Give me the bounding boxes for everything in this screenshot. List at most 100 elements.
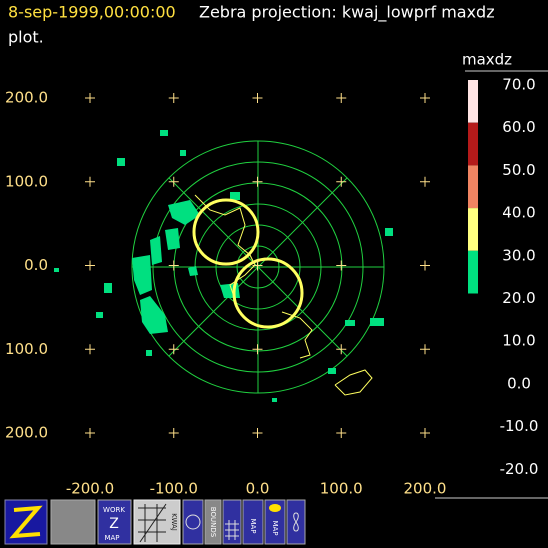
icon-label: WORK: [103, 506, 125, 514]
header-time: 8-sep-1999,00:00:00: [8, 3, 176, 22]
grid-cross: [420, 93, 430, 103]
x-tick-label: -100.0: [150, 480, 198, 498]
colorbar-label: 70.0: [502, 76, 535, 94]
header-title: Zebra projection: kwaj_lowprf maxdz: [199, 3, 495, 23]
y-tick-label: 200.0: [5, 424, 48, 442]
bounds-icon[interactable]: [204, 499, 222, 545]
echo: [117, 158, 125, 166]
toolbar: WORK Z MAP KWAJ BOUNDS MAP MAP: [4, 499, 306, 545]
echo: [140, 296, 168, 334]
colorbar-title: maxdz: [462, 51, 512, 69]
echo: [188, 266, 198, 276]
grid-cross: [420, 176, 430, 187]
icon-label: MAP: [271, 520, 279, 535]
echo: [160, 130, 168, 136]
x-tick-label: -200.0: [66, 480, 114, 498]
eight-glyph: [293, 512, 299, 532]
colorbar-label: 30.0: [502, 246, 535, 264]
echo: [385, 228, 393, 236]
echo: [180, 150, 186, 156]
y-tick-label: 100.0: [5, 172, 48, 190]
colorbar-label: 10.0: [502, 332, 535, 350]
echo: [104, 283, 112, 293]
grid-cross: [336, 260, 347, 271]
colorbar: maxdz 70.0 60.0 50.0 40.0 30.0 20.0 10.0 0.0 -10…: [462, 51, 548, 478]
grid-cross: [168, 428, 179, 438]
grid-cross: [168, 260, 179, 271]
echo: [54, 268, 59, 272]
colorbar-label: 60.0: [502, 118, 535, 136]
colorbar-label: -10.0: [500, 417, 539, 435]
coastline: [194, 194, 256, 301]
grid-cross: [252, 176, 263, 187]
rings-glyph: [185, 514, 201, 530]
grid-cross: [420, 428, 430, 438]
icon-label: Z: [109, 516, 119, 532]
echo: [168, 200, 200, 225]
y-tick-label: 0.0: [24, 256, 48, 274]
grid-cross: [420, 260, 430, 271]
grid-cross: [85, 93, 95, 103]
echo: [272, 398, 277, 402]
grid-cross: [252, 428, 263, 438]
grid-icon[interactable]: [222, 499, 242, 545]
echo: [230, 192, 240, 200]
icon-label: BOUNDS: [209, 507, 217, 538]
workmap-icon[interactable]: [97, 499, 132, 545]
echo: [328, 368, 336, 374]
coastline: [334, 369, 373, 396]
grid-cross: [168, 344, 179, 355]
grid-glyph: [225, 520, 239, 540]
rings-icon[interactable]: [182, 499, 204, 545]
range-circle: [232, 257, 304, 329]
axis-labels: -200.0 -100.0 0.0 100.0 200.0 200.0 100.0 0.0 10…: [5, 89, 446, 498]
colorbar-label: 50.0: [502, 161, 535, 179]
grid-cross: [336, 93, 347, 103]
icon-label: KWAJ: [170, 513, 178, 531]
grid-cross: [252, 260, 263, 271]
echo: [345, 320, 355, 326]
echo: [146, 350, 152, 356]
colorbar-segment: [468, 122, 478, 166]
grid-cross: [336, 428, 347, 438]
header-title-cont: plot.: [8, 28, 44, 47]
colorbar-label: -20.0: [500, 460, 539, 478]
colorbar-segment: [468, 80, 478, 123]
coastlines: [192, 194, 373, 396]
grid-cross: [85, 428, 95, 438]
kwaj-grid: [138, 503, 167, 543]
satellite-icon[interactable]: [50, 499, 96, 545]
colorbar-segment: [468, 250, 478, 294]
grid-crosses: [85, 93, 430, 438]
echo: [165, 228, 180, 250]
icon-label: MAP: [104, 534, 119, 542]
grid-cross: [85, 260, 95, 271]
grid-cross: [336, 176, 347, 187]
us-glyph: [269, 504, 281, 512]
colorbar-segment: [468, 165, 478, 209]
icon-label: MAP: [249, 518, 257, 533]
y-tick-label: 100.0: [5, 340, 48, 358]
grid-cross: [336, 344, 347, 355]
grid-cross: [252, 344, 263, 355]
colorbar-label: 20.0: [502, 289, 535, 307]
map2-icon[interactable]: [264, 499, 286, 545]
x-tick-label: 0.0: [246, 480, 270, 498]
grid-cross: [168, 93, 179, 103]
range-circle: [192, 198, 260, 266]
grid-cross: [252, 93, 263, 103]
grid-cross: [420, 344, 430, 355]
grid-cross: [85, 176, 95, 187]
echo: [370, 318, 384, 326]
zebra-z: [9, 505, 43, 539]
colorbar-label: 0.0: [507, 374, 531, 392]
x-tick-label: 100.0: [320, 480, 363, 498]
echo: [132, 255, 152, 295]
colorbar-segment: [468, 208, 478, 251]
colorbar-label: 40.0: [502, 204, 535, 222]
map1-icon[interactable]: [242, 499, 264, 545]
echo: [96, 312, 103, 318]
echo: [150, 236, 162, 265]
coastline: [281, 311, 313, 359]
